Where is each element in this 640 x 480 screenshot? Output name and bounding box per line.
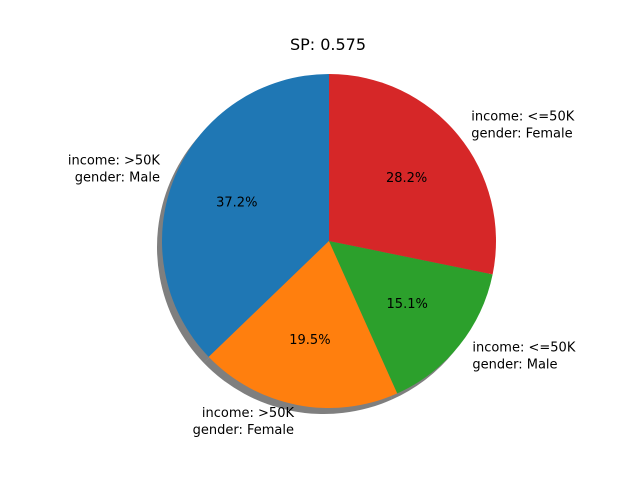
slice-label-line: gender: Male bbox=[472, 357, 557, 372]
pie-slice-income-le-50k-gender-female bbox=[329, 74, 496, 275]
pie-labels: 37.2% income: >50K gender: Male 19.5% income… bbox=[68, 109, 576, 438]
slice-label-line: gender: Male bbox=[75, 171, 160, 186]
slice-label-line: gender: Female bbox=[193, 423, 294, 438]
pct-label-income-gt-50k-gender-male: 37.2% bbox=[216, 195, 257, 210]
pie-slices bbox=[161, 74, 496, 409]
slice-label-line: gender: Female bbox=[471, 126, 572, 141]
slice-label-income-gt-50k-gender-male: income: >50K gender: Male bbox=[68, 154, 161, 186]
pie-slice-income-gt-50k-gender-female bbox=[208, 241, 398, 409]
slice-label-income-gt-50k-gender-female: income: >50K gender: Female bbox=[193, 406, 295, 438]
pie-slice-income-le-50k-gender-male bbox=[329, 241, 493, 394]
slice-label-line: income: >50K bbox=[68, 154, 161, 169]
slice-label-line: income: <=50K bbox=[471, 109, 574, 124]
pct-label-income-le-50k-gender-male: 15.1% bbox=[387, 297, 428, 312]
chart-title: SP: 0.575 bbox=[290, 35, 366, 54]
slice-label-income-le-50k-gender-male: income: <=50K gender: Male bbox=[472, 340, 575, 372]
slice-label-line: income: >50K bbox=[202, 406, 295, 421]
pie-slice-income-gt-50k-gender-male bbox=[161, 74, 329, 357]
slice-label-income-le-50k-gender-female: income: <=50K gender: Female bbox=[471, 109, 574, 141]
pct-label-income-le-50k-gender-female: 28.2% bbox=[386, 171, 427, 186]
pct-label-income-gt-50k-gender-female: 19.5% bbox=[289, 333, 330, 348]
slice-label-line: income: <=50K bbox=[472, 340, 575, 355]
